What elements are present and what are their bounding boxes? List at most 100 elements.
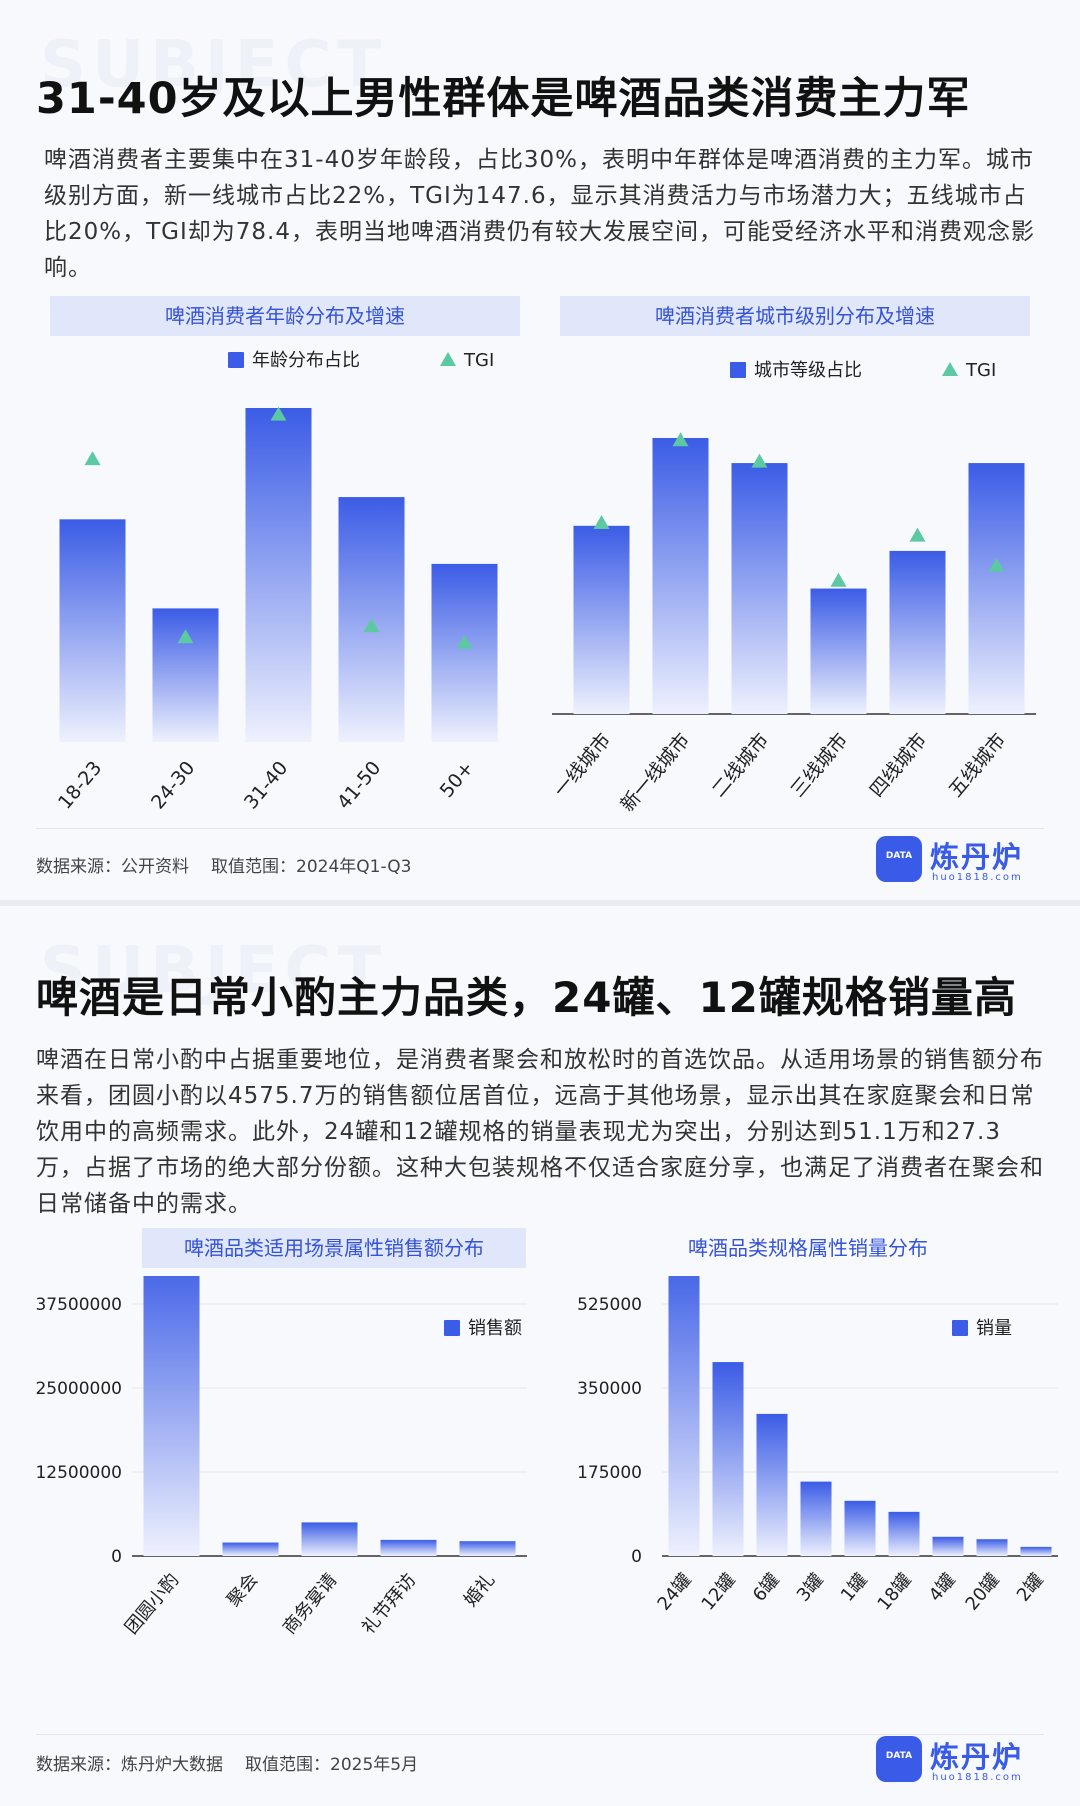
bar-12罐 xyxy=(712,1362,744,1556)
bar-4罐 xyxy=(932,1536,964,1556)
tick-label-31-40: 31-40 xyxy=(240,757,292,813)
tick-label-3罐: 3罐 xyxy=(793,1570,828,1606)
y-tick-label-175000: 175000 xyxy=(577,1463,642,1483)
tick-label-四线城市: 四线城市 xyxy=(866,729,932,801)
summary-paragraph: 啤酒消费者主要集中在31-40岁年龄段，占比30%，表明中年群体是啤酒消费的主力… xyxy=(44,147,1035,281)
brand-name: 炼丹炉 xyxy=(930,840,1024,874)
tgi-marker-24-30 xyxy=(177,629,194,644)
bar-6罐 xyxy=(756,1413,788,1556)
bar-24罐 xyxy=(668,1276,700,1556)
bar-商务宴请 xyxy=(301,1522,358,1556)
bar-婚礼 xyxy=(459,1541,516,1556)
bar-20罐 xyxy=(976,1539,1008,1556)
legend-tgi-label: TGI xyxy=(965,360,996,381)
tick-label-24罐: 24罐 xyxy=(653,1570,695,1615)
tick-label-18-23: 18-23 xyxy=(54,757,106,813)
bar-18罐 xyxy=(888,1511,920,1556)
legend-series-swatch xyxy=(444,1320,460,1336)
bar-四线城市 xyxy=(889,550,946,714)
tick-label-6罐: 6罐 xyxy=(749,1570,784,1606)
source-label: 数据来源：公开资料 xyxy=(36,857,189,877)
city-tier-chart: 城市等级占比 TGI 一线城市 新一线城市 二线城市 三线城市 四线城市 五线城市 xyxy=(550,360,1036,816)
y-tick-label-350000: 350000 xyxy=(577,1379,642,1399)
tick-label-新一线城市: 新一线城市 xyxy=(616,729,694,816)
legend-share-label: 城市等级占比 xyxy=(754,360,862,381)
legend-tgi-marker xyxy=(440,352,456,366)
tgi-marker-五线城市 xyxy=(988,557,1005,572)
brand-logo-icon: DATA xyxy=(876,836,922,882)
bar-24-30 xyxy=(152,608,219,742)
y-tick-label-25000000: 25000000 xyxy=(35,1379,122,1399)
legend-share-swatch xyxy=(730,362,746,378)
bar-2罐 xyxy=(1020,1546,1052,1556)
tick-label-三线城市: 三线城市 xyxy=(787,729,853,801)
tgi-marker-三线城市 xyxy=(830,572,847,587)
tgi-marker-50+ xyxy=(456,634,473,649)
tick-label-41-50: 41-50 xyxy=(333,757,385,813)
data-source: 数据来源：公开资料 取值范围：2024年Q1-Q3 xyxy=(36,852,411,877)
summary-paragraph: 啤酒在日常小酌中占据重要地位，是消费者聚会和放松时的首选饮品。从适用场景的销售额… xyxy=(36,1047,1044,1217)
page-title: 啤酒是日常小酌主力品类，24罐、12罐规格销量高 xyxy=(36,973,1017,1022)
tick-label-50+: 50+ xyxy=(436,757,479,802)
tick-label-18罐: 18罐 xyxy=(873,1570,915,1615)
data-source: 数据来源：炼丹炉大数据 取值范围：2025年5月 xyxy=(36,1750,418,1775)
y-tick-label-0: 0 xyxy=(631,1547,642,1567)
y-tick-label-525000: 525000 xyxy=(577,1295,642,1315)
bar-二线城市 xyxy=(731,463,788,714)
tick-label-二线城市: 二线城市 xyxy=(708,729,774,801)
bar-31-40 xyxy=(245,408,312,742)
range-label: 取值范围：2025年5月 xyxy=(245,1755,419,1775)
tick-label-团圆小酌: 团圆小酌 xyxy=(121,1570,183,1639)
bar-三线城市 xyxy=(810,588,867,714)
tgi-marker-二线城市 xyxy=(751,453,768,468)
tick-label-1罐: 1罐 xyxy=(837,1570,872,1606)
tick-label-礼节拜访: 礼节拜访 xyxy=(358,1570,420,1639)
tick-label-2罐: 2罐 xyxy=(1013,1570,1048,1606)
scene-sales-chart: 012500000250000003750000050000000销售额团圆小酌… xyxy=(35,1276,527,1639)
tick-label-商务宴请: 商务宴请 xyxy=(278,1569,341,1638)
legend-tgi-marker xyxy=(942,362,958,376)
tick-label-24-30: 24-30 xyxy=(147,757,199,813)
brand-url: huo1818.com xyxy=(932,1772,1023,1783)
bar-聚会 xyxy=(222,1542,279,1556)
watermark: SUBJECT xyxy=(40,934,387,1008)
scene-spec-section: SUBJECT 啤酒是日常小酌主力品类，24罐、12罐规格销量高 啤酒在日常小酌… xyxy=(0,906,1080,1806)
tick-label-20罐: 20罐 xyxy=(961,1570,1003,1615)
tgi-marker-18-23 xyxy=(84,451,101,466)
bar-3罐 xyxy=(800,1481,832,1556)
bar-1罐 xyxy=(844,1500,876,1556)
divider xyxy=(36,828,1044,829)
tick-label-五线城市: 五线城市 xyxy=(945,729,1011,801)
chart-title-scene: 啤酒品类适用场景属性销售额分布 xyxy=(142,1228,526,1268)
tgi-marker-31-40 xyxy=(270,406,287,421)
y-tick-label-12500000: 12500000 xyxy=(35,1463,122,1483)
brand-name: 炼丹炉 xyxy=(930,1740,1024,1774)
brand-logo: DATA 炼丹炉 huo1818.com xyxy=(876,834,1046,886)
legend-share-swatch xyxy=(228,352,244,368)
legend-series-label: 销量 xyxy=(976,1318,1012,1339)
age-distribution-chart: 年龄分布占比 TGI 18-23 24-30 31-40 41-50 50+ xyxy=(54,350,498,814)
legend-series-swatch xyxy=(952,1320,968,1336)
chart-title-age: 啤酒消费者年龄分布及增速 xyxy=(50,296,520,336)
spec-volume-chart: 0175000350000525000700000销量24罐12罐6罐3罐1罐1… xyxy=(577,1276,1058,1615)
legend-tgi-label: TGI xyxy=(463,350,494,371)
tick-label-婚礼: 婚礼 xyxy=(460,1570,499,1611)
brand-url: huo1818.com xyxy=(932,872,1023,883)
source-label: 数据来源：炼丹炉大数据 xyxy=(36,1755,223,1775)
chart-title-spec: 啤酒品类规格属性销量分布 xyxy=(688,1236,928,1260)
divider xyxy=(36,1734,1044,1735)
bar-新一线城市 xyxy=(652,438,709,714)
y-tick-label-37500000: 37500000 xyxy=(35,1295,122,1315)
tick-label-4罐: 4罐 xyxy=(925,1570,960,1606)
bar-一线城市 xyxy=(573,525,630,714)
age-city-section: SUBJECT 31-40岁及以上男性群体是啤酒品类消费主力军 啤酒消费者主要集… xyxy=(0,0,1080,900)
page-title: 31-40岁及以上男性群体是啤酒品类消费主力军 xyxy=(36,74,971,124)
bar-礼节拜访 xyxy=(380,1539,437,1556)
bar-50+ xyxy=(431,563,498,742)
tgi-marker-四线城市 xyxy=(909,527,926,542)
brand-logo: DATA 炼丹炉 huo1818.com xyxy=(876,1734,1046,1786)
tgi-marker-新一线城市 xyxy=(672,432,689,447)
brand-logo-icon: DATA xyxy=(876,1736,922,1782)
chart-title-city: 啤酒消费者城市级别分布及增速 xyxy=(560,296,1030,336)
watermark: SUBJECT xyxy=(40,28,387,102)
